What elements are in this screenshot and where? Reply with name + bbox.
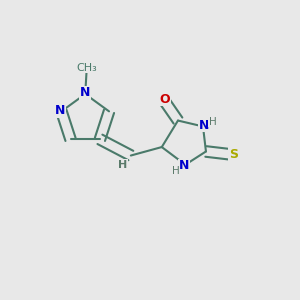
- Text: N: N: [198, 119, 209, 132]
- Text: N: N: [179, 159, 189, 172]
- Text: O: O: [159, 93, 170, 106]
- Text: H: H: [208, 117, 216, 127]
- Text: H: H: [172, 166, 180, 176]
- Text: CH₃: CH₃: [76, 63, 97, 73]
- Text: N: N: [55, 104, 65, 117]
- Text: S: S: [229, 148, 238, 161]
- Text: N: N: [80, 86, 90, 99]
- Text: H: H: [118, 160, 127, 170]
